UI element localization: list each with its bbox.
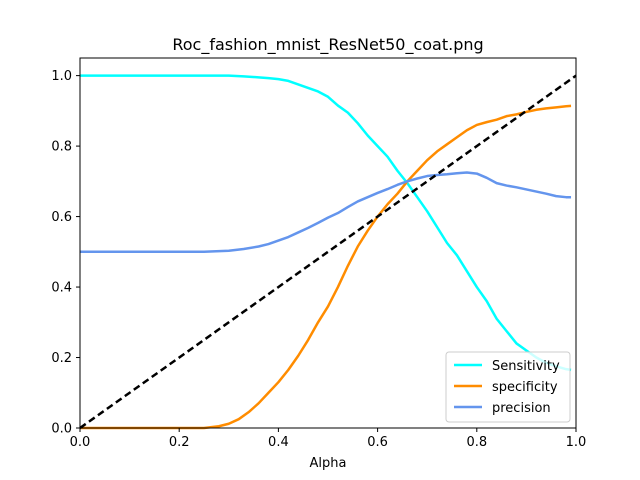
x-tick-label: 0.8 <box>466 435 487 450</box>
x-tick-label: 0.2 <box>169 435 190 450</box>
y-tick-label: 0.8 <box>51 140 72 155</box>
x-axis-label: Alpha <box>310 456 347 471</box>
plot-frame <box>79 57 577 429</box>
y-tick-label: 0.6 <box>51 210 72 225</box>
series-line-sensitivity <box>80 74 572 372</box>
x-tick-label: 0.6 <box>367 435 388 450</box>
x-tick-label: 0.4 <box>268 435 289 450</box>
legend-label-precision: precision <box>492 401 551 416</box>
chart-title: Roc_fashion_mnist_ResNet50_coat.png <box>172 35 483 55</box>
y-tick-label: 1.0 <box>51 69 72 84</box>
series-line-specificity <box>80 104 572 430</box>
legend-label-sensitivity: Sensitivity <box>492 359 560 374</box>
series-layer <box>79 74 577 430</box>
series-line-diagonal-reference <box>79 74 577 430</box>
y-tick-label: 0.2 <box>51 351 72 366</box>
legend-box <box>445 351 571 423</box>
x-tick-label: 0.0 <box>70 435 91 450</box>
legend: Sensitivity specificity precision <box>445 351 571 423</box>
legend-label-specificity: specificity <box>492 380 558 395</box>
y-tick-label: 0.4 <box>51 281 72 296</box>
x-tick-label: 1.0 <box>566 435 587 450</box>
y-axis: 0.0 0.2 0.4 0.6 0.8 1.0 <box>51 69 80 437</box>
y-tick-label: 0.0 <box>51 422 72 437</box>
series-line-precision <box>80 171 572 254</box>
x-axis: 0.0 0.2 0.4 0.6 0.8 1.0 <box>70 428 587 450</box>
